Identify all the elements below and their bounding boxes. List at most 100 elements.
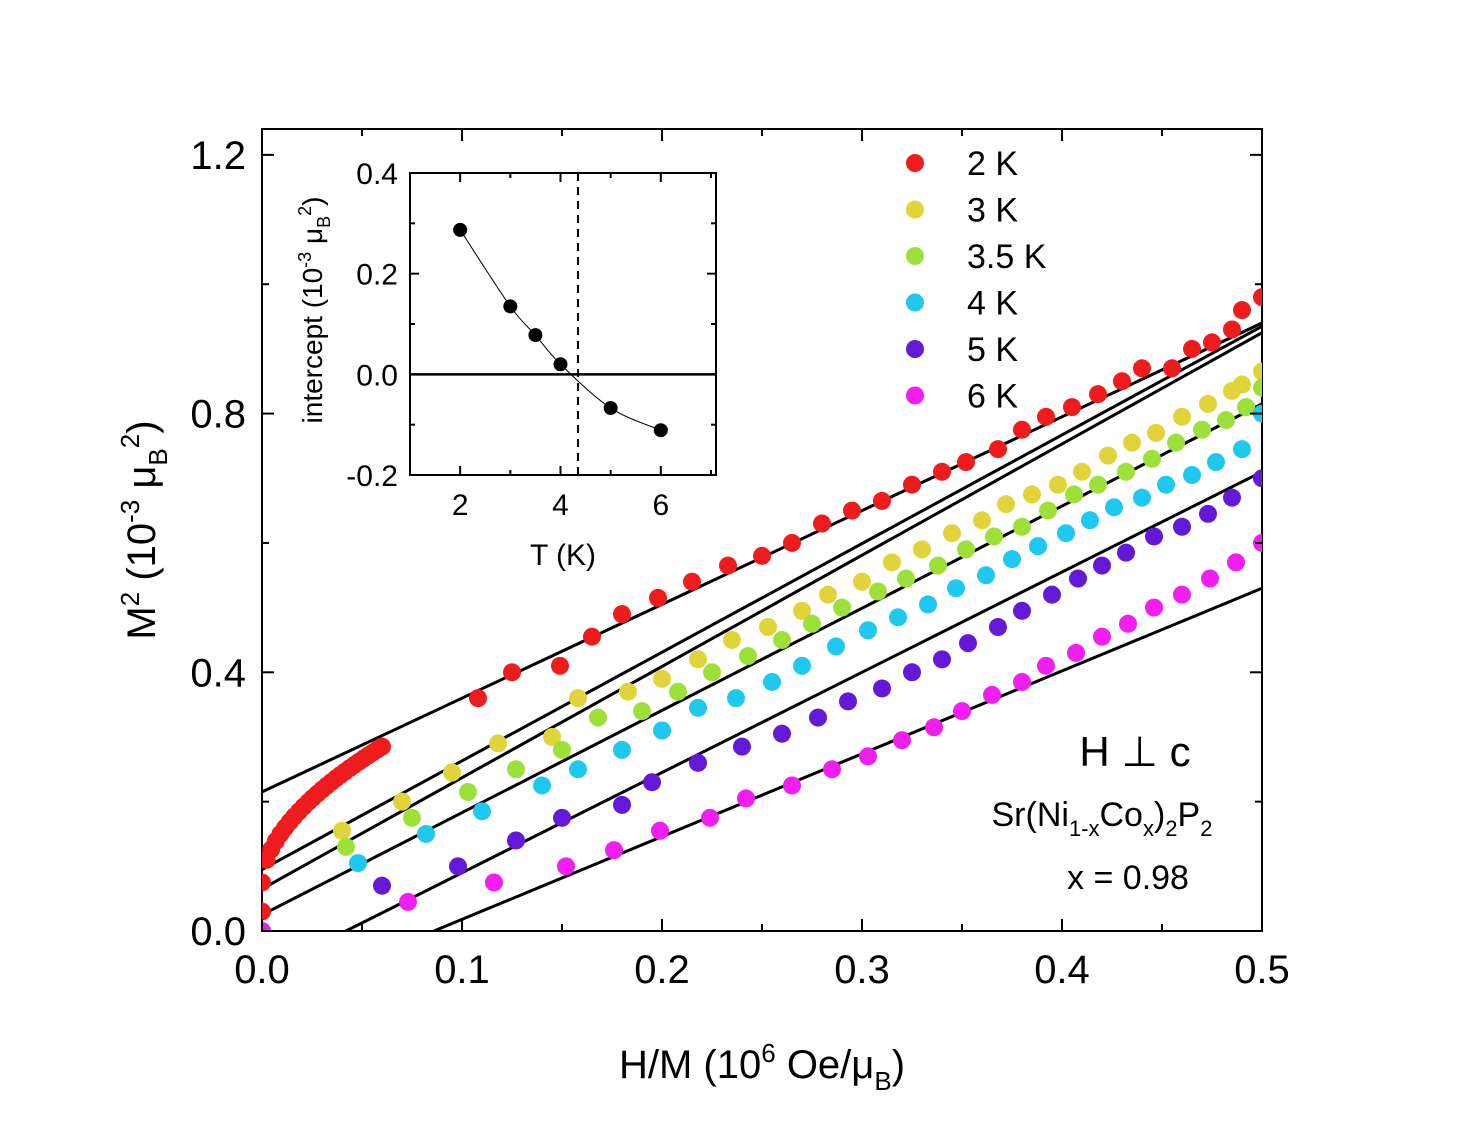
data-point	[839, 692, 857, 711]
data-point	[985, 527, 1003, 546]
legend-label: 2 K	[967, 145, 1018, 183]
data-point	[333, 821, 351, 840]
data-point	[1037, 407, 1055, 426]
legend-marker	[906, 386, 924, 405]
data-point	[503, 663, 521, 682]
legend-label: 6 K	[967, 378, 1018, 416]
data-point	[1117, 462, 1135, 481]
fit-line	[345, 470, 1262, 931]
data-point	[1013, 672, 1031, 691]
x-axis-label: H/M (106 Oe/μB)	[619, 1038, 905, 1096]
data-point	[653, 669, 671, 688]
data-point	[633, 702, 651, 721]
data-point	[1067, 643, 1085, 662]
data-point	[553, 740, 571, 759]
data-point	[1145, 598, 1163, 617]
data-point	[393, 792, 411, 811]
x-tick-label: 0.4	[1034, 948, 1090, 992]
inset-data-point	[528, 328, 543, 343]
data-point	[957, 540, 975, 559]
legend-label: 3 K	[967, 192, 1018, 230]
data-point	[773, 630, 791, 649]
compound-label: Sr(Ni1-xCox)2P2	[992, 796, 1213, 841]
x-tick-label: 0.1	[434, 948, 490, 992]
data-point	[1253, 288, 1262, 307]
data-point	[943, 524, 961, 543]
x-tick-label: 0.0	[234, 948, 290, 992]
field-orientation-label: H ⊥ c	[1079, 728, 1190, 775]
data-point	[449, 857, 467, 876]
data-point	[569, 689, 587, 708]
data-point	[1029, 537, 1047, 556]
data-point	[803, 614, 821, 633]
data-point	[605, 841, 623, 860]
data-point	[262, 902, 271, 921]
data-point	[1145, 527, 1163, 546]
data-point	[619, 682, 637, 701]
data-point	[1133, 359, 1151, 378]
data-point	[262, 922, 271, 931]
y-axis-label: M2 (10-3 μB2)	[115, 420, 173, 639]
main-data-layer	[262, 288, 1262, 931]
y-tick-label: 0.0	[190, 910, 246, 954]
data-point	[1093, 556, 1111, 575]
data-point	[543, 727, 561, 746]
x-tick-label: 0.2	[634, 948, 690, 992]
data-point	[1105, 498, 1123, 517]
inset-y-axis-label: intercept (10-3 μB2)	[295, 197, 334, 424]
data-point	[1193, 420, 1211, 439]
data-point	[1113, 372, 1131, 391]
legend-marker	[906, 340, 924, 358]
data-point	[262, 873, 271, 892]
data-point	[859, 621, 877, 640]
data-point	[823, 760, 841, 779]
x-tick-label: 0.5	[1234, 948, 1290, 992]
data-point	[689, 698, 707, 717]
data-point	[997, 495, 1015, 514]
data-point	[1117, 543, 1135, 562]
data-point	[813, 514, 831, 533]
data-point	[373, 737, 391, 756]
x-tick-label: 0.3	[834, 948, 890, 992]
data-point	[897, 569, 915, 588]
data-point	[893, 731, 911, 750]
inset-data-point	[553, 357, 568, 372]
inset-data-point	[653, 423, 668, 438]
data-point	[583, 627, 601, 646]
data-point	[763, 672, 781, 691]
data-point	[737, 789, 755, 808]
data-point	[473, 802, 491, 821]
data-point	[399, 892, 417, 911]
data-point	[869, 582, 887, 601]
inset-x-tick-label: 2	[452, 489, 469, 522]
data-point	[1013, 601, 1031, 620]
data-point	[1253, 469, 1262, 488]
data-point	[613, 795, 631, 814]
data-point	[1201, 569, 1219, 588]
data-point	[1093, 627, 1111, 646]
data-point	[643, 773, 661, 792]
inset-x-axis-label: T (K)	[530, 539, 596, 572]
data-point	[417, 824, 435, 843]
data-point	[783, 776, 801, 795]
inset-plot: 2 4 6 -0.2 0.0 0.2 0.4 T (K) intercept (10-3 μ…	[295, 158, 717, 572]
fit-line	[433, 586, 1262, 931]
data-point	[859, 747, 877, 766]
legend-marker	[906, 293, 924, 312]
data-point	[793, 656, 811, 675]
data-point	[733, 737, 751, 756]
data-point	[703, 663, 721, 682]
data-point	[1143, 449, 1161, 468]
inset-axes-layer: 2 4 6 -0.2 0.0 0.2 0.4	[346, 158, 716, 522]
data-point	[1173, 517, 1191, 536]
data-point	[1203, 333, 1221, 352]
data-point	[1063, 398, 1081, 417]
data-point	[1157, 475, 1175, 494]
data-point	[1037, 656, 1055, 675]
data-point	[1173, 585, 1191, 604]
inset-plot-frame	[409, 172, 717, 476]
data-point	[613, 740, 631, 759]
legend-label: 3.5 K	[967, 238, 1047, 276]
data-point	[1073, 462, 1091, 481]
data-point	[1119, 614, 1137, 633]
